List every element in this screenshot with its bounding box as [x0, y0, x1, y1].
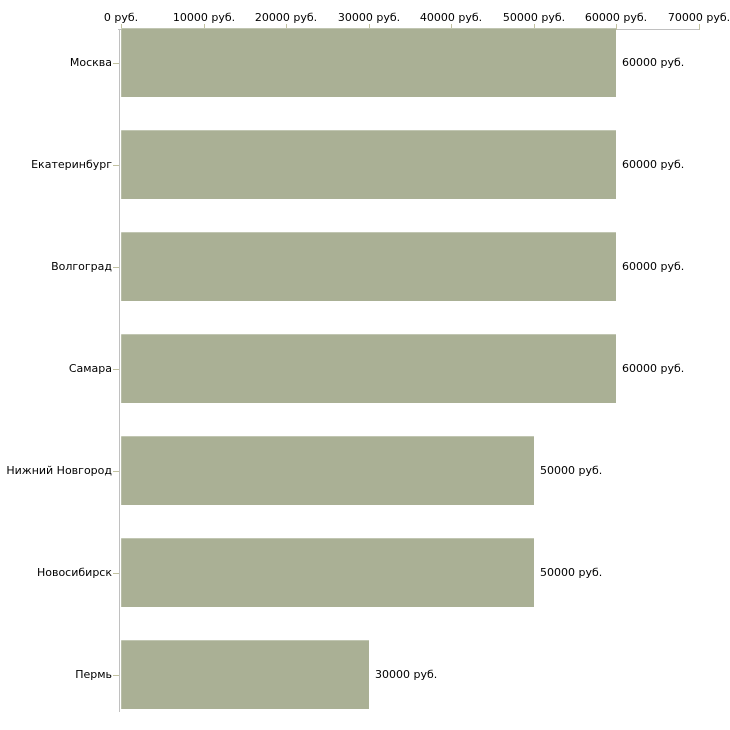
x-axis-tick-label: 50000 руб.	[502, 11, 566, 24]
x-axis-tick-mark	[451, 24, 452, 30]
chart-bar	[121, 28, 616, 97]
chart-bar	[121, 232, 616, 301]
y-axis-tick-mark	[113, 267, 119, 268]
y-axis-tick-mark	[113, 165, 119, 166]
value-label: 50000 руб.	[540, 464, 603, 477]
value-label: 60000 руб.	[622, 260, 685, 273]
value-label: 50000 руб.	[540, 566, 603, 579]
value-label: 60000 руб.	[622, 362, 685, 375]
x-axis-tick-label: 30000 руб.	[337, 11, 401, 24]
x-axis-tick-label: 60000 руб.	[584, 11, 648, 24]
chart-bar	[121, 334, 616, 403]
chart-bar	[121, 436, 534, 505]
x-axis-tick-mark	[616, 24, 617, 30]
x-axis-tick-label: 0 руб.	[103, 11, 139, 24]
category-label: Волгоград	[51, 260, 112, 273]
category-label: Новосибирск	[36, 566, 112, 579]
value-label: 60000 руб.	[622, 56, 685, 69]
y-axis-line	[119, 29, 120, 712]
x-axis-tick-label: 20000 руб.	[254, 11, 318, 24]
x-axis-tick-mark	[699, 24, 700, 30]
chart-bar	[121, 130, 616, 199]
chart-bar	[121, 640, 369, 709]
x-axis-tick-label: 40000 руб.	[419, 11, 483, 24]
chart-bar	[121, 538, 534, 607]
y-axis-tick-mark	[113, 63, 119, 64]
category-label: Нижний Новгород	[6, 464, 112, 477]
x-axis-tick-mark	[286, 24, 287, 30]
category-label: Самара	[68, 362, 112, 375]
x-axis-tick-mark	[121, 24, 122, 30]
x-axis-tick-label: 10000 руб.	[172, 11, 236, 24]
y-axis-tick-mark	[113, 471, 119, 472]
x-axis-tick-label: 70000 руб.	[667, 11, 730, 24]
category-label: Екатеринбург	[31, 158, 112, 171]
category-label: Москва	[69, 56, 112, 69]
value-label: 60000 руб.	[622, 158, 685, 171]
x-axis-tick-mark	[204, 24, 205, 30]
x-axis-tick-mark	[369, 24, 370, 30]
category-label: Пермь	[75, 668, 112, 681]
y-axis-tick-mark	[113, 573, 119, 574]
y-axis-tick-mark	[113, 369, 119, 370]
y-axis-tick-mark	[113, 675, 119, 676]
x-axis-tick-mark	[534, 24, 535, 30]
value-label: 30000 руб.	[375, 668, 438, 681]
